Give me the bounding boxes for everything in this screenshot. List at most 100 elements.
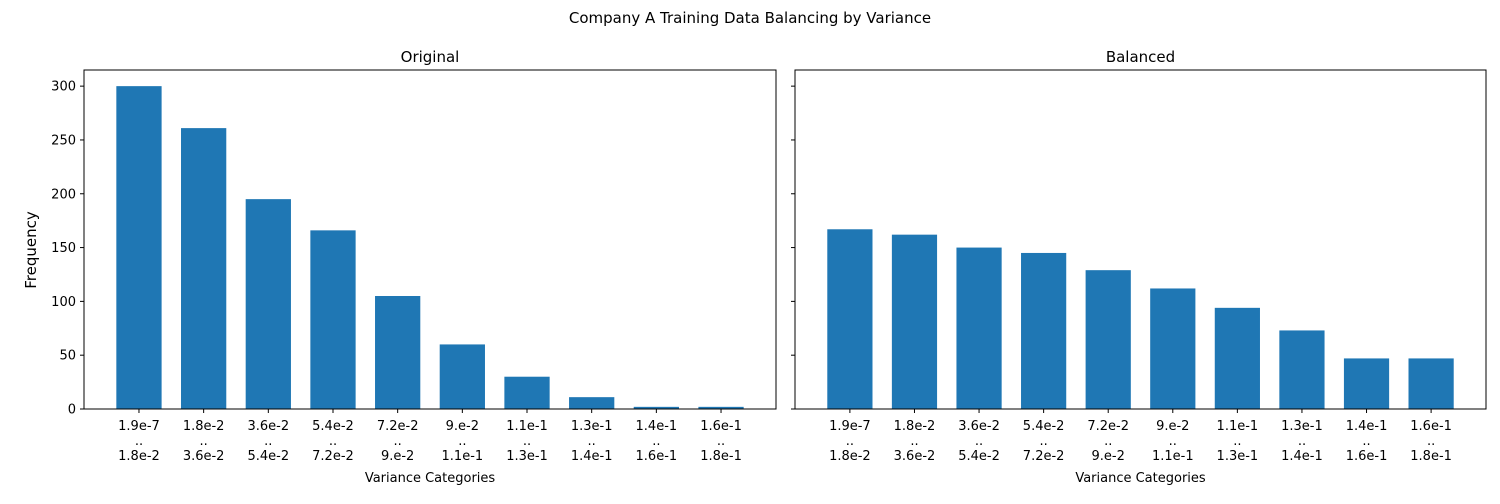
figure-title: Company A Training Data Balancing by Var… [569, 9, 931, 27]
bar [1279, 330, 1325, 409]
x-tick-label: 1.8e-2 [118, 449, 160, 464]
y-tick-label: 50 [59, 349, 76, 364]
bar [1085, 270, 1131, 409]
y-tick-label: 150 [51, 241, 76, 256]
x-tick-label: 1.8e-2 [829, 449, 871, 464]
bar [1343, 358, 1390, 409]
x-tick-label: .. [1427, 434, 1435, 449]
bar [1408, 358, 1454, 409]
x-tick-label: 3.6e-2 [183, 449, 225, 464]
x-tick-label: 5.4e-2 [958, 449, 1000, 464]
x-tick-label: .. [588, 434, 596, 449]
x-tick-label: 1.4e-1 [571, 449, 613, 464]
panel-1: Original0501001502002503001.9e-7..1.8e-2… [51, 48, 777, 486]
x-tick-label: 1.3e-1 [1281, 419, 1323, 434]
x-tick-label: .. [329, 434, 337, 449]
x-tick-label: 1.1e-1 [1217, 419, 1259, 434]
panel-title: Original [401, 48, 460, 66]
x-tick-label: 1.6e-1 [1410, 419, 1452, 434]
bar [1021, 252, 1067, 409]
y-tick-label: 100 [51, 295, 76, 310]
x-tick-label: .. [264, 434, 272, 449]
x-tick-label: 1.1e-1 [1152, 449, 1194, 464]
bar [1150, 288, 1196, 409]
x-tick-label: 3.6e-2 [247, 419, 289, 434]
bar [245, 199, 291, 409]
y-tick-label: 250 [51, 133, 76, 148]
x-tick-label: .. [1169, 434, 1177, 449]
x-tick-label: .. [717, 434, 725, 449]
bar [310, 230, 356, 409]
bar [116, 86, 162, 410]
x-tick-label: .. [1233, 434, 1241, 449]
bar [439, 344, 485, 409]
x-tick-label: 1.8e-2 [183, 419, 225, 434]
x-tick-label: 9.e-2 [381, 449, 414, 464]
bar [633, 406, 679, 409]
y-tick-label: 0 [68, 403, 76, 418]
x-tick-label: 9.e-2 [446, 419, 479, 434]
x-tick-label: .. [200, 434, 208, 449]
x-tick-label: 3.6e-2 [894, 449, 936, 464]
shared-ylabel: Frequency [22, 211, 40, 289]
x-axis-label: Variance Categories [365, 471, 496, 486]
panel-title: Balanced [1106, 48, 1175, 66]
axes-frame [794, 69, 1487, 410]
axes-frame [83, 69, 777, 410]
x-tick-label: 1.3e-1 [506, 449, 548, 464]
bar [504, 376, 550, 409]
x-tick-label: .. [1362, 434, 1370, 449]
panels-group: Original0501001502002503001.9e-7..1.8e-2… [51, 48, 1487, 486]
x-tick-label: 7.2e-2 [1087, 419, 1129, 434]
x-tick-label: 9.e-2 [1092, 449, 1125, 464]
x-tick-label: 1.8e-2 [894, 419, 936, 434]
y-tick-label: 200 [51, 187, 76, 202]
x-tick-label: 1.6e-1 [700, 419, 742, 434]
x-tick-label: 1.8e-1 [1410, 449, 1452, 464]
bar [569, 397, 615, 409]
x-tick-label: 5.4e-2 [312, 419, 354, 434]
x-tick-label: 1.9e-7 [829, 419, 871, 434]
x-tick-label: 1.3e-1 [1217, 449, 1259, 464]
x-tick-label: 7.2e-2 [1023, 449, 1065, 464]
x-tick-label: 1.1e-1 [442, 449, 484, 464]
x-tick-label: .. [1104, 434, 1112, 449]
x-tick-label: 1.1e-1 [506, 419, 548, 434]
y-tick-label: 300 [51, 80, 76, 95]
bar [181, 128, 227, 409]
x-axis-label: Variance Categories [1075, 471, 1206, 486]
x-tick-label: 1.4e-1 [636, 419, 678, 434]
x-tick-label: 1.6e-1 [636, 449, 678, 464]
x-tick-label: 5.4e-2 [1023, 419, 1065, 434]
x-tick-label: .. [523, 434, 531, 449]
x-tick-label: 1.3e-1 [571, 419, 613, 434]
x-tick-label: .. [1039, 434, 1047, 449]
x-tick-label: .. [458, 434, 466, 449]
x-tick-label: .. [652, 434, 660, 449]
x-tick-label: 7.2e-2 [312, 449, 354, 464]
bar [698, 406, 744, 409]
x-tick-label: 3.6e-2 [958, 419, 1000, 434]
bar [891, 234, 938, 409]
x-tick-label: 1.9e-7 [118, 419, 160, 434]
x-tick-label: .. [1298, 434, 1306, 449]
x-tick-label: .. [846, 434, 854, 449]
x-tick-label: 1.4e-1 [1346, 419, 1388, 434]
bar [827, 229, 873, 409]
x-tick-label: 1.6e-1 [1346, 449, 1388, 464]
x-tick-label: .. [394, 434, 402, 449]
bar [375, 296, 421, 409]
x-tick-label: 9.e-2 [1156, 419, 1189, 434]
panel-2: Balanced1.9e-7..1.8e-21.8e-2..3.6e-23.6e… [791, 48, 1487, 486]
x-tick-label: 1.4e-1 [1281, 449, 1323, 464]
bar [956, 247, 1002, 409]
x-tick-label: 5.4e-2 [247, 449, 289, 464]
x-tick-label: 7.2e-2 [377, 419, 419, 434]
bar [1214, 307, 1260, 409]
x-tick-label: 1.8e-1 [700, 449, 742, 464]
x-tick-label: .. [135, 434, 143, 449]
x-tick-label: .. [910, 434, 918, 449]
x-tick-label: .. [975, 434, 983, 449]
